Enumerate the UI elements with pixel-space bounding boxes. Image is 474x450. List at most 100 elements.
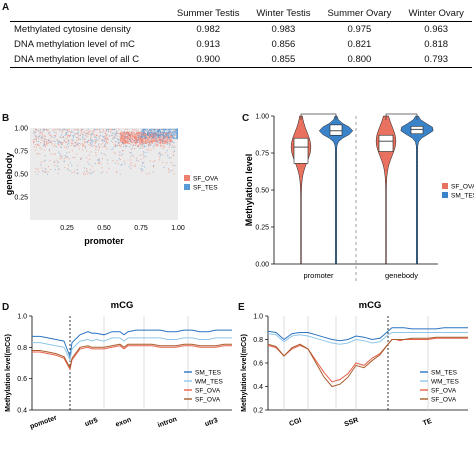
scatter-point (113, 132, 115, 134)
table-cell: 0.856 (271, 39, 296, 50)
scatter-point (132, 135, 134, 137)
scatter-point (86, 141, 88, 143)
scatter-point (92, 142, 94, 144)
scatter-point (145, 138, 147, 140)
y-tick-label: 0.25 (255, 225, 269, 232)
scatter-point (162, 133, 164, 135)
scatter-point (71, 142, 73, 144)
scatter-point (95, 141, 97, 143)
scatter-point (122, 140, 124, 142)
scatter-point (103, 139, 105, 141)
scatter-point (128, 132, 130, 134)
x-category-label: CGI (288, 417, 302, 428)
scatter-point (47, 139, 49, 141)
scatter-point (143, 136, 145, 138)
scatter-point (51, 143, 53, 145)
scatter-point (137, 136, 139, 138)
scatter-point (149, 140, 151, 142)
scatter-point (144, 138, 146, 140)
scatter-point (49, 160, 51, 162)
scatter-point (142, 138, 144, 140)
scatter-point (61, 155, 63, 157)
y-tick-label: 0.4 (253, 384, 263, 391)
table-cell: 0.793 (424, 54, 449, 65)
scatter-point (167, 131, 170, 133)
scatter-point (152, 136, 154, 138)
scatter-point (127, 142, 129, 144)
scatter-point (95, 139, 98, 141)
scatter-point (54, 136, 56, 138)
scatter-point (48, 132, 50, 134)
scatter-point (93, 130, 95, 132)
scatter-point (113, 151, 115, 153)
scatter-point (137, 140, 139, 142)
scatter-point (165, 137, 168, 139)
scatter-point (111, 130, 113, 132)
scatter-point (113, 128, 115, 131)
scatter-point (47, 142, 49, 144)
scatter-point (172, 144, 174, 146)
scatter-point (149, 144, 151, 146)
scatter-point (143, 146, 145, 148)
scatter-point (60, 137, 62, 139)
scatter-point (149, 142, 151, 144)
scatter-point (160, 134, 162, 137)
scatter-point (105, 171, 108, 173)
scatter-point (91, 145, 93, 147)
scatter-point (93, 170, 95, 172)
scatter-point (121, 138, 123, 140)
scatter-point (38, 171, 40, 173)
scatter-point (139, 140, 141, 142)
scatter-point (166, 141, 168, 143)
scatter-point (33, 138, 35, 140)
scatter-point (101, 167, 103, 169)
scatter-point (130, 141, 132, 143)
scatter-point (159, 133, 161, 135)
scatter-point (147, 133, 149, 135)
scatter-point (124, 128, 127, 131)
scatter-point (130, 132, 133, 134)
scatter-point (133, 137, 136, 139)
scatter-point (152, 134, 154, 136)
scatter-point (147, 146, 150, 148)
scatter-point (155, 139, 157, 141)
scatter-point (136, 138, 138, 140)
scatter-point (74, 133, 76, 135)
scatter-point (161, 133, 163, 136)
scatter-point (142, 132, 144, 134)
chart-title: mCG (359, 300, 382, 311)
scatter-point (121, 137, 123, 139)
scatter-point (50, 136, 52, 139)
scatter-point (176, 131, 178, 133)
y-tick-label: 0.00 (255, 262, 269, 269)
scatter-point (47, 173, 49, 176)
scatter-point (136, 129, 138, 131)
scatter-point (94, 162, 97, 165)
scatter-point (78, 138, 80, 140)
scatter-point (86, 170, 88, 172)
scatter-point (164, 136, 166, 138)
scatter-point (141, 141, 143, 143)
scatter-point (157, 130, 159, 132)
scatter-point (138, 141, 140, 143)
scatter-point (71, 172, 73, 174)
scatter-point (102, 135, 104, 137)
scatter-point (139, 138, 141, 140)
scatter-point (84, 135, 86, 137)
scatter-point (135, 133, 137, 135)
y-axis-label: Methylation level(mCG) (5, 334, 12, 412)
scatter-point (165, 128, 167, 131)
scatter-point (71, 150, 73, 152)
scatter-point (146, 142, 148, 144)
scatter-point (148, 129, 151, 131)
scatter-point (147, 131, 149, 133)
scatter-point (76, 144, 78, 146)
scatter-point (115, 134, 117, 136)
scatter-point (172, 131, 174, 133)
scatter-point (63, 160, 65, 162)
scatter-point (87, 173, 89, 175)
scatter-point (66, 129, 68, 131)
scatter-point (158, 135, 160, 137)
scatter-point (78, 148, 80, 150)
scatter-point (54, 169, 56, 171)
